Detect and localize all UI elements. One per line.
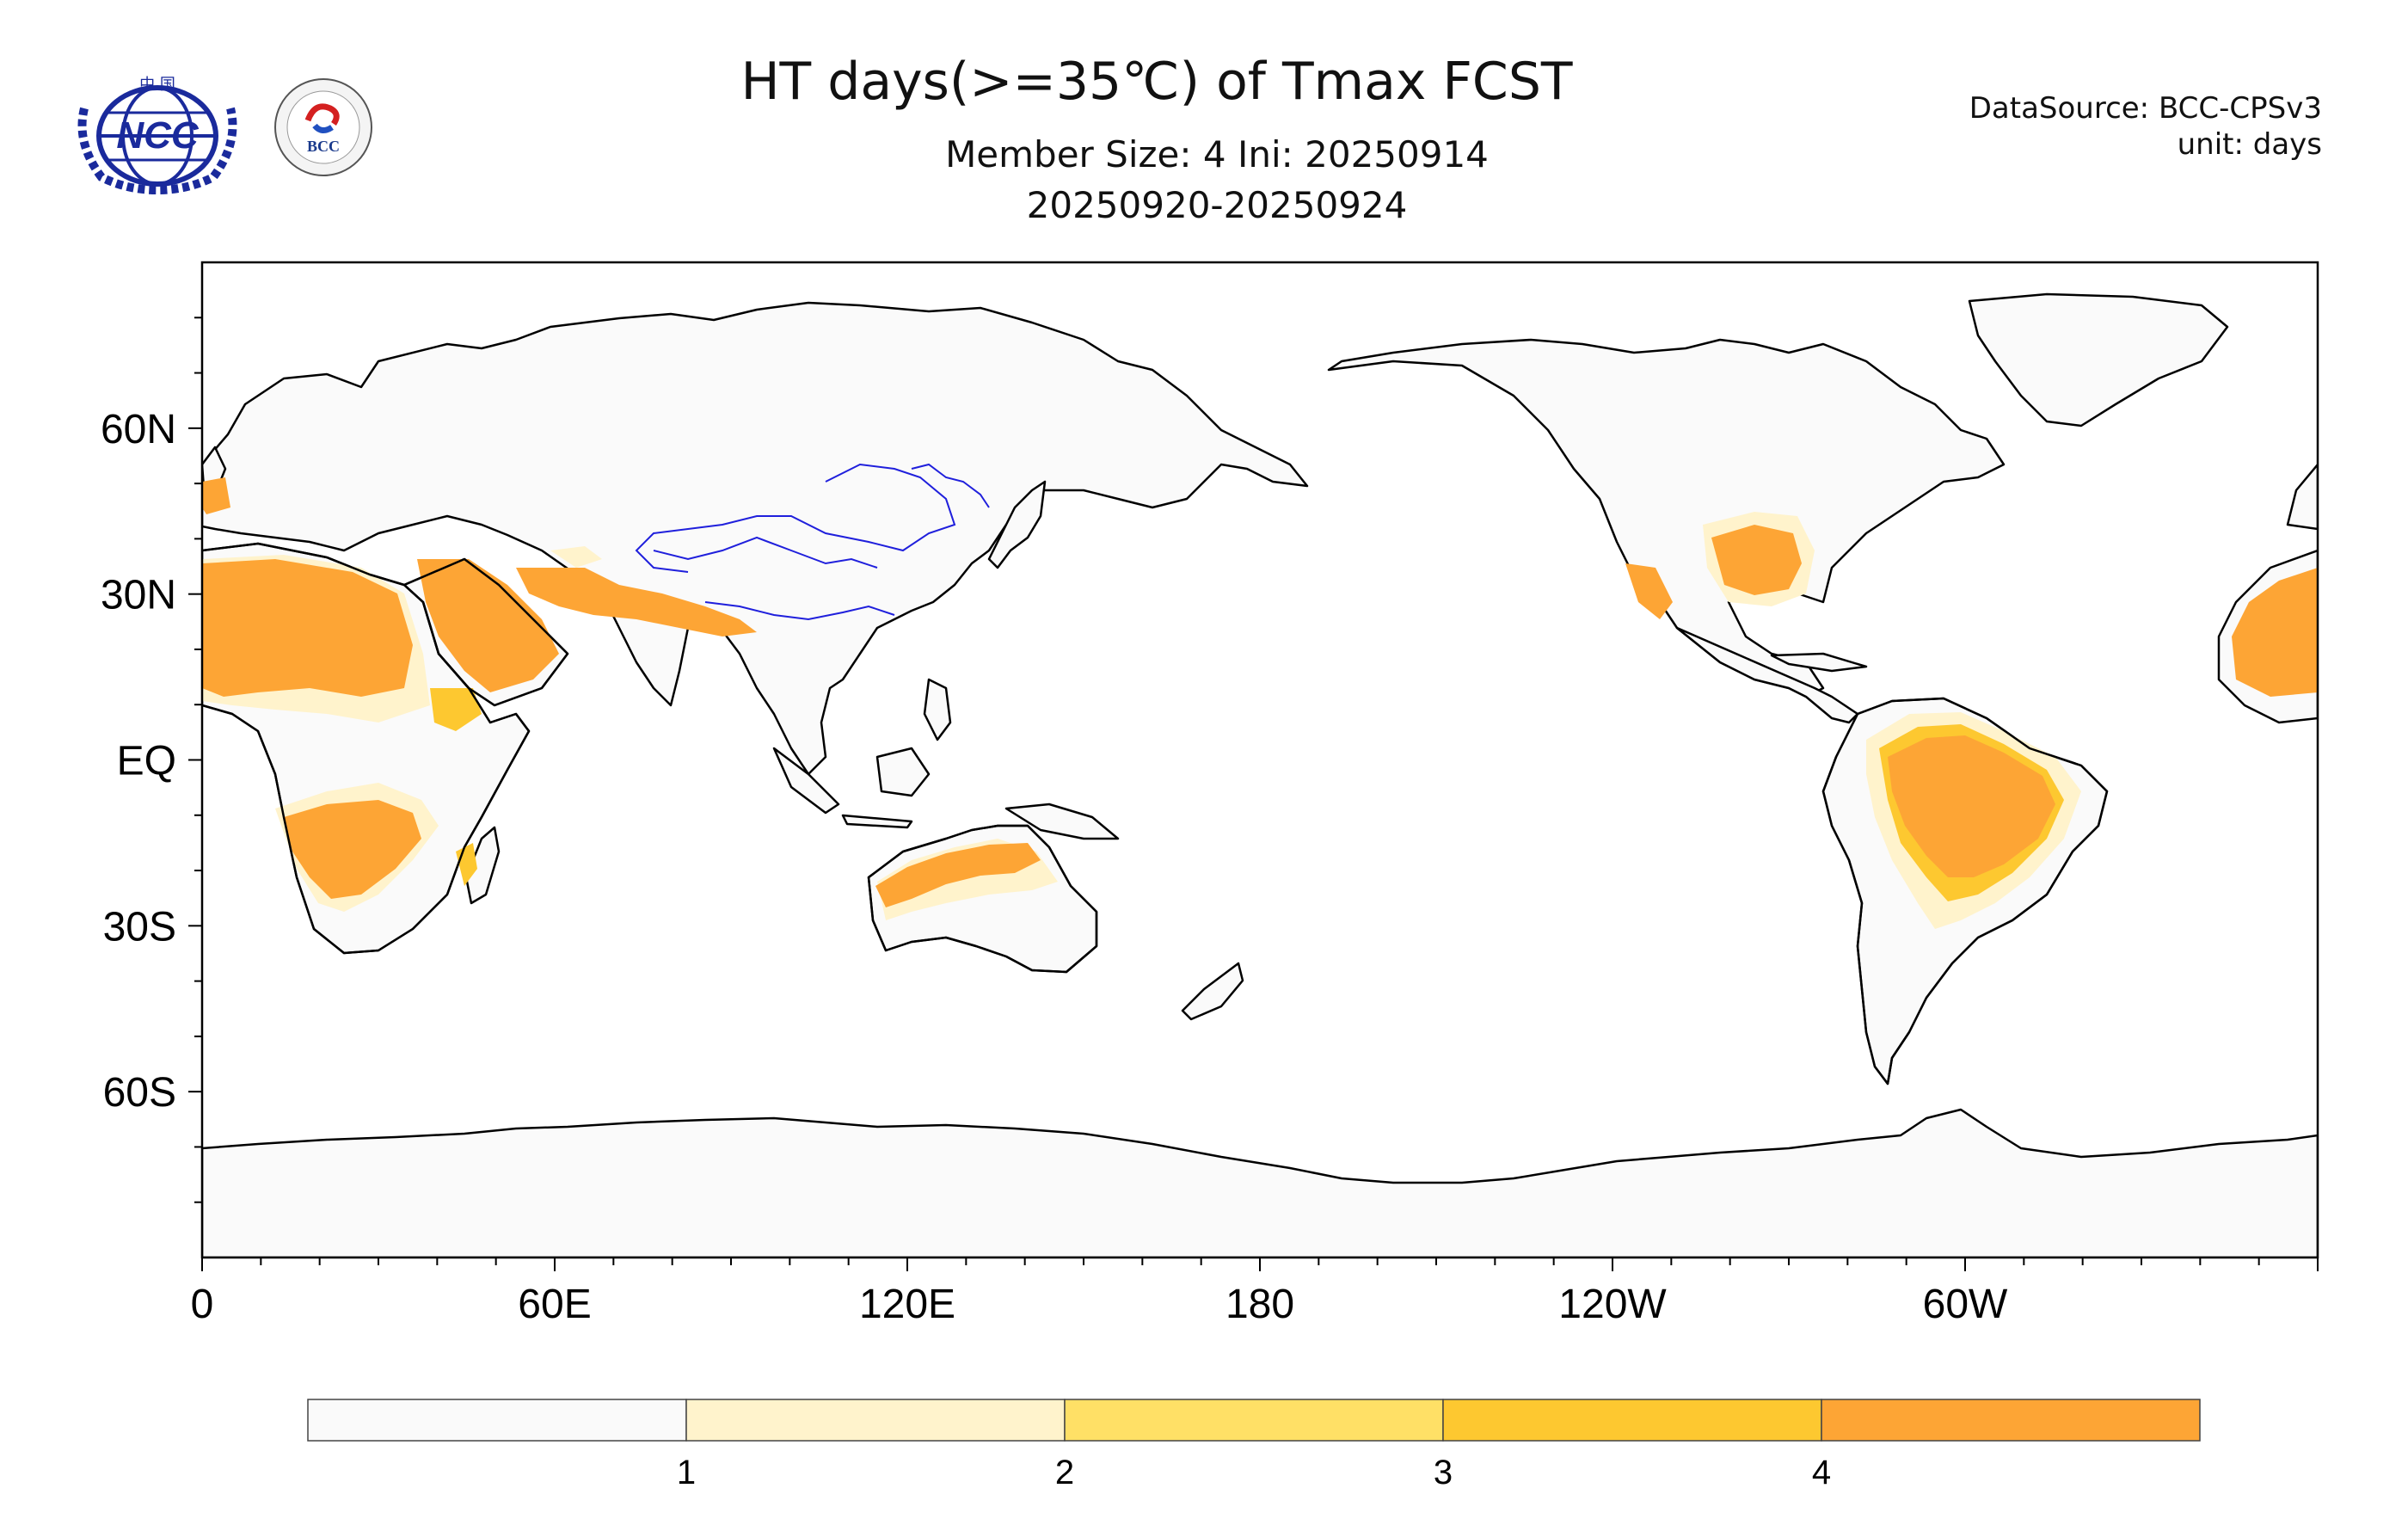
arabia-coast [402, 557, 569, 707]
south-america-coast [1821, 697, 2109, 1085]
japan [987, 480, 1047, 569]
shade-arabia-level4 [417, 559, 559, 692]
philippines [923, 678, 952, 741]
shade-horn-level3 [430, 688, 482, 731]
shade-persia-level4 [516, 568, 757, 637]
axis-ticks [188, 317, 2319, 1271]
x-tick-label: 60W [1923, 1282, 2008, 1327]
data-source-label: DataSource: BCC-CPSv3 [1969, 91, 2322, 126]
bcc-logo-text: BCC [307, 138, 340, 155]
river-border [635, 463, 956, 573]
colorbar: 1 2 3 4 [307, 1399, 2201, 1491]
colorbar-label: 1 [677, 1454, 696, 1491]
new-zealand [1181, 962, 1244, 1021]
y-tick-label: 60N [101, 407, 176, 452]
shade-tibet-level1 [550, 546, 602, 568]
x-axis-labels: 0 60E 120E 180 120W 60W [191, 1282, 2008, 1327]
shade-iberia-level4 [202, 477, 230, 514]
colorbar-label: 2 [1055, 1454, 1074, 1491]
colorbar-swatch [685, 1399, 1066, 1442]
member-size-subtitle: Member Size: 4 Ini: 20250914 [945, 133, 1489, 175]
x-tick-label: 120W [1558, 1282, 1667, 1327]
shade-mexico-level4 [1625, 563, 1673, 619]
borneo [875, 747, 931, 797]
y-tick-label: EQ [117, 739, 176, 784]
shade-us-south-level4 [1711, 525, 1802, 595]
river-yangtze [704, 601, 895, 621]
shade-sahara-level4 [202, 559, 413, 697]
java [841, 814, 913, 829]
colorbar-label: 3 [1434, 1454, 1453, 1491]
new-guinea [1004, 803, 1120, 840]
colorbar-label: 4 [1812, 1454, 1831, 1491]
sumatra [772, 747, 840, 815]
shade-southafrica-level4 [284, 800, 421, 899]
ncc-logo-top-text: 中 国 [139, 76, 175, 94]
colorbar-swatch [307, 1399, 687, 1442]
colorbar-swatch [1064, 1399, 1444, 1442]
y-tick-label: 30N [101, 573, 176, 618]
shade-brazil-level4 [1888, 735, 2055, 877]
cuba [1770, 652, 1868, 673]
x-tick-label: 0 [191, 1282, 214, 1327]
greenland [1968, 292, 2229, 427]
antarctica [202, 1108, 2318, 1258]
y-tick-label: 30S [103, 904, 176, 950]
y-axis-labels: 60N 30N EQ 30S 60S [101, 407, 176, 1116]
map-title: HT days(>=35℃) of Tmax FCST [740, 52, 1573, 112]
x-tick-label: 120E [859, 1282, 955, 1327]
date-range-subtitle: 20250920-20250924 [1026, 184, 1408, 226]
australia-coast [867, 824, 1098, 974]
ncc-logo-text: NCC [116, 114, 200, 157]
shade-nwafrica-level4 [2232, 568, 2318, 697]
x-tick-label: 60E [518, 1282, 591, 1327]
ncc-logo: NCC 中 国 [77, 76, 237, 194]
river-yellow [653, 536, 878, 569]
shade-australia-level4 [875, 843, 1041, 907]
colorbar-swatch [1442, 1399, 1822, 1442]
colorbar-swatch [1821, 1399, 2201, 1442]
bcc-logo: BCC [274, 78, 372, 176]
unit-label: unit: days [2177, 127, 2322, 162]
europe-wrap-west [2286, 463, 2318, 531]
central-america [1675, 626, 1859, 724]
africa-coast [202, 542, 531, 955]
x-tick-label: 180 [1226, 1282, 1294, 1327]
y-tick-label: 60S [103, 1070, 176, 1116]
river-amur [911, 463, 990, 508]
